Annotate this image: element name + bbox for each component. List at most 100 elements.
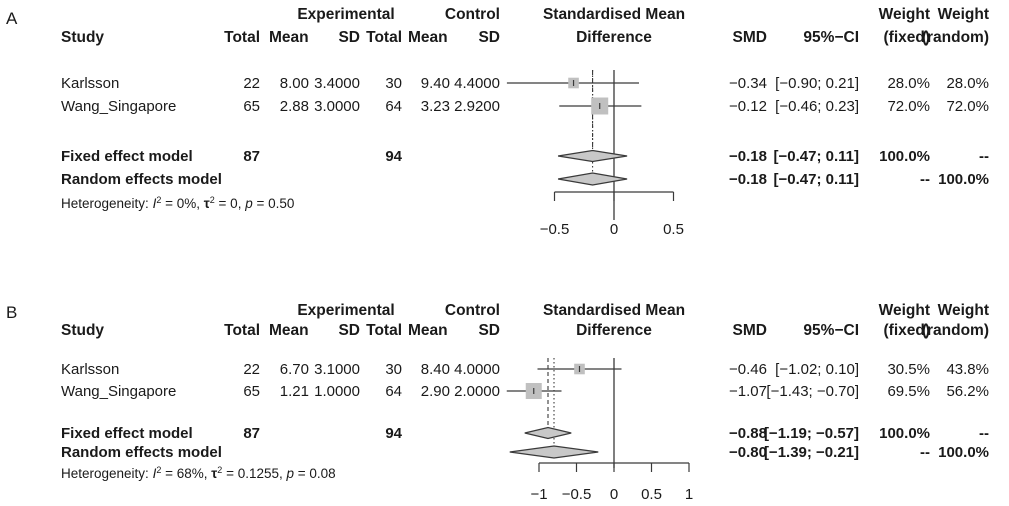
header-experimental: Experimental — [297, 6, 394, 23]
header-weight-fixed: Weight — [879, 302, 930, 319]
random-effect-diamond — [509, 445, 599, 459]
x-tick-label: 0.5 — [641, 486, 662, 503]
fixed-ci-value: [−1.19; −0.57] — [764, 425, 859, 442]
c-mean: 9.40 — [421, 75, 450, 92]
tau-symbol: τ — [211, 466, 217, 481]
x-axis: −1 −0.5 0 0.5 1 — [530, 462, 693, 503]
i2-value: = 68%, — [161, 466, 211, 481]
random-smd-value: −0.18 — [729, 171, 767, 188]
header-control: Control — [445, 6, 500, 23]
e-sd: 3.4000 — [314, 75, 360, 92]
superscript: 2 — [156, 195, 161, 205]
random-weight-fixed: -- — [920, 444, 930, 461]
header-e-sd: SD — [338, 322, 360, 339]
x-tick-label: 1 — [685, 486, 693, 503]
e-mean: 6.70 — [280, 361, 309, 378]
random-weight-fixed: -- — [920, 171, 930, 188]
fixed-e-total: 87 — [243, 425, 260, 442]
header-weight-random: Weight — [938, 302, 989, 319]
smd-value: −1.07 — [729, 383, 767, 400]
header-c-total: Total — [366, 322, 402, 339]
random-weight-random: 100.0% — [938, 171, 989, 188]
fixed-c-total: 94 — [385, 148, 402, 165]
random-ci-value: [−1.39; −0.21] — [764, 444, 859, 461]
fixed-effect-row: Fixed effect model 87 94 −0.88[−1.19; −0.57… — [61, 425, 989, 442]
tau-value: = 0.1255, — [222, 466, 286, 481]
fixed-model-label: Fixed effect model — [61, 425, 193, 442]
header-e-total: Total — [224, 322, 260, 339]
header-smd: SMD — [733, 29, 767, 46]
header-weight-fixed-2: (fixed) — [884, 29, 931, 46]
e-total: 22 — [243, 75, 260, 92]
smd-value: −0.34 — [729, 75, 767, 92]
study-name: Wang_Singapore — [61, 383, 176, 400]
smd-value: −0.12 — [729, 98, 767, 115]
heterogeneity-text: Heterogeneity: I2 = 68%, τ2 = 0.1255, p … — [61, 465, 336, 481]
c-mean: 3.23 — [421, 98, 450, 115]
header-plot-title: Standardised Mean — [543, 6, 685, 23]
x-tick-label: 0 — [610, 221, 618, 238]
random-effect-diamond — [557, 172, 628, 186]
header-study: Study — [61, 322, 104, 339]
fixed-weight-fixed: 100.0% — [879, 148, 930, 165]
het-prefix: Heterogeneity: — [61, 196, 153, 211]
x-tick-label: −0.5 — [562, 486, 592, 503]
tau-symbol: τ — [204, 196, 210, 211]
weight-random: 56.2% — [946, 383, 989, 400]
fixed-weight-fixed: 100.0% — [879, 425, 930, 442]
header-e-total: Total — [224, 29, 260, 46]
header-weight-random-2: (random) — [922, 322, 989, 339]
p-value: = 0.08 — [294, 466, 336, 481]
x-tick-label: 0 — [610, 486, 618, 503]
p-value: = 0.50 — [253, 196, 295, 211]
study-name: Karlsson — [61, 361, 119, 378]
ci-value: [−1.02; 0.10] — [775, 361, 859, 378]
c-sd: 4.4000 — [454, 75, 500, 92]
random-model-label: Random effects model — [61, 171, 222, 188]
fixed-effect-diamond — [524, 426, 572, 440]
header-weight-random-2: (random) — [922, 29, 989, 46]
fixed-smd-value: −0.88 — [729, 425, 767, 442]
fixed-weight-random: -- — [979, 148, 989, 165]
superscript: 2 — [210, 195, 215, 205]
weight-random: 72.0% — [946, 98, 989, 115]
i2-value: = 0%, — [161, 196, 203, 211]
study-row: Karlsson 22 6.70 3.1000 30 8.40 4.0000 −0.46 [−1… — [61, 361, 989, 378]
c-sd: 2.0000 — [454, 383, 500, 400]
study-row: Wang_Singapore 65 2.88 3.0000 64 3.23 2.9200 −0… — [61, 97, 989, 115]
e-total: 65 — [243, 383, 260, 400]
fixed-smd-value: −0.18 — [729, 148, 767, 165]
header-c-total: Total — [366, 29, 402, 46]
random-effects-row: Random effects model −0.80[−1.39; −0.21] -… — [61, 444, 989, 461]
c-mean: 8.40 — [421, 361, 450, 378]
header-smd: SMD — [733, 322, 767, 339]
e-mean: 1.21 — [280, 383, 309, 400]
het-prefix: Heterogeneity: — [61, 466, 153, 481]
weight-fixed: 69.5% — [887, 383, 930, 400]
header-weight-fixed: Weight — [879, 6, 930, 23]
fixed-weight-random: -- — [979, 425, 989, 442]
header-experimental: Experimental — [297, 302, 394, 319]
fixed-c-total: 94 — [385, 425, 402, 442]
tau-value: = 0, — [215, 196, 245, 211]
i2-symbol: I — [153, 196, 157, 211]
c-mean: 2.90 — [421, 383, 450, 400]
e-sd: 3.0000 — [314, 98, 360, 115]
random-model-label: Random effects model — [61, 444, 222, 461]
x-tick-label: −0.5 — [540, 221, 570, 238]
random-effects-row: Random effects model −0.18 [−0.47; 0.11] --… — [61, 171, 989, 188]
header-ci: 95%−CI — [803, 29, 859, 46]
c-total: 64 — [385, 98, 402, 115]
header-c-mean: Mean — [408, 29, 448, 46]
heterogeneity-text: Heterogeneity: I2 = 0%, τ2 = 0, p = 0.50 — [61, 195, 294, 211]
e-total: 22 — [243, 361, 260, 378]
e-mean: 2.88 — [280, 98, 309, 115]
superscript: 2 — [156, 465, 161, 475]
header-plot-title-2: Difference — [576, 322, 652, 339]
header-e-mean: Mean — [269, 322, 309, 339]
ci-value: [−0.46; 0.23] — [775, 98, 859, 115]
x-axis: −0.5 0 0.5 — [540, 191, 684, 238]
header-weight-fixed-2: (fixed) — [884, 322, 931, 339]
x-tick-label: 0.5 — [663, 221, 684, 238]
c-sd: 2.9200 — [454, 98, 500, 115]
